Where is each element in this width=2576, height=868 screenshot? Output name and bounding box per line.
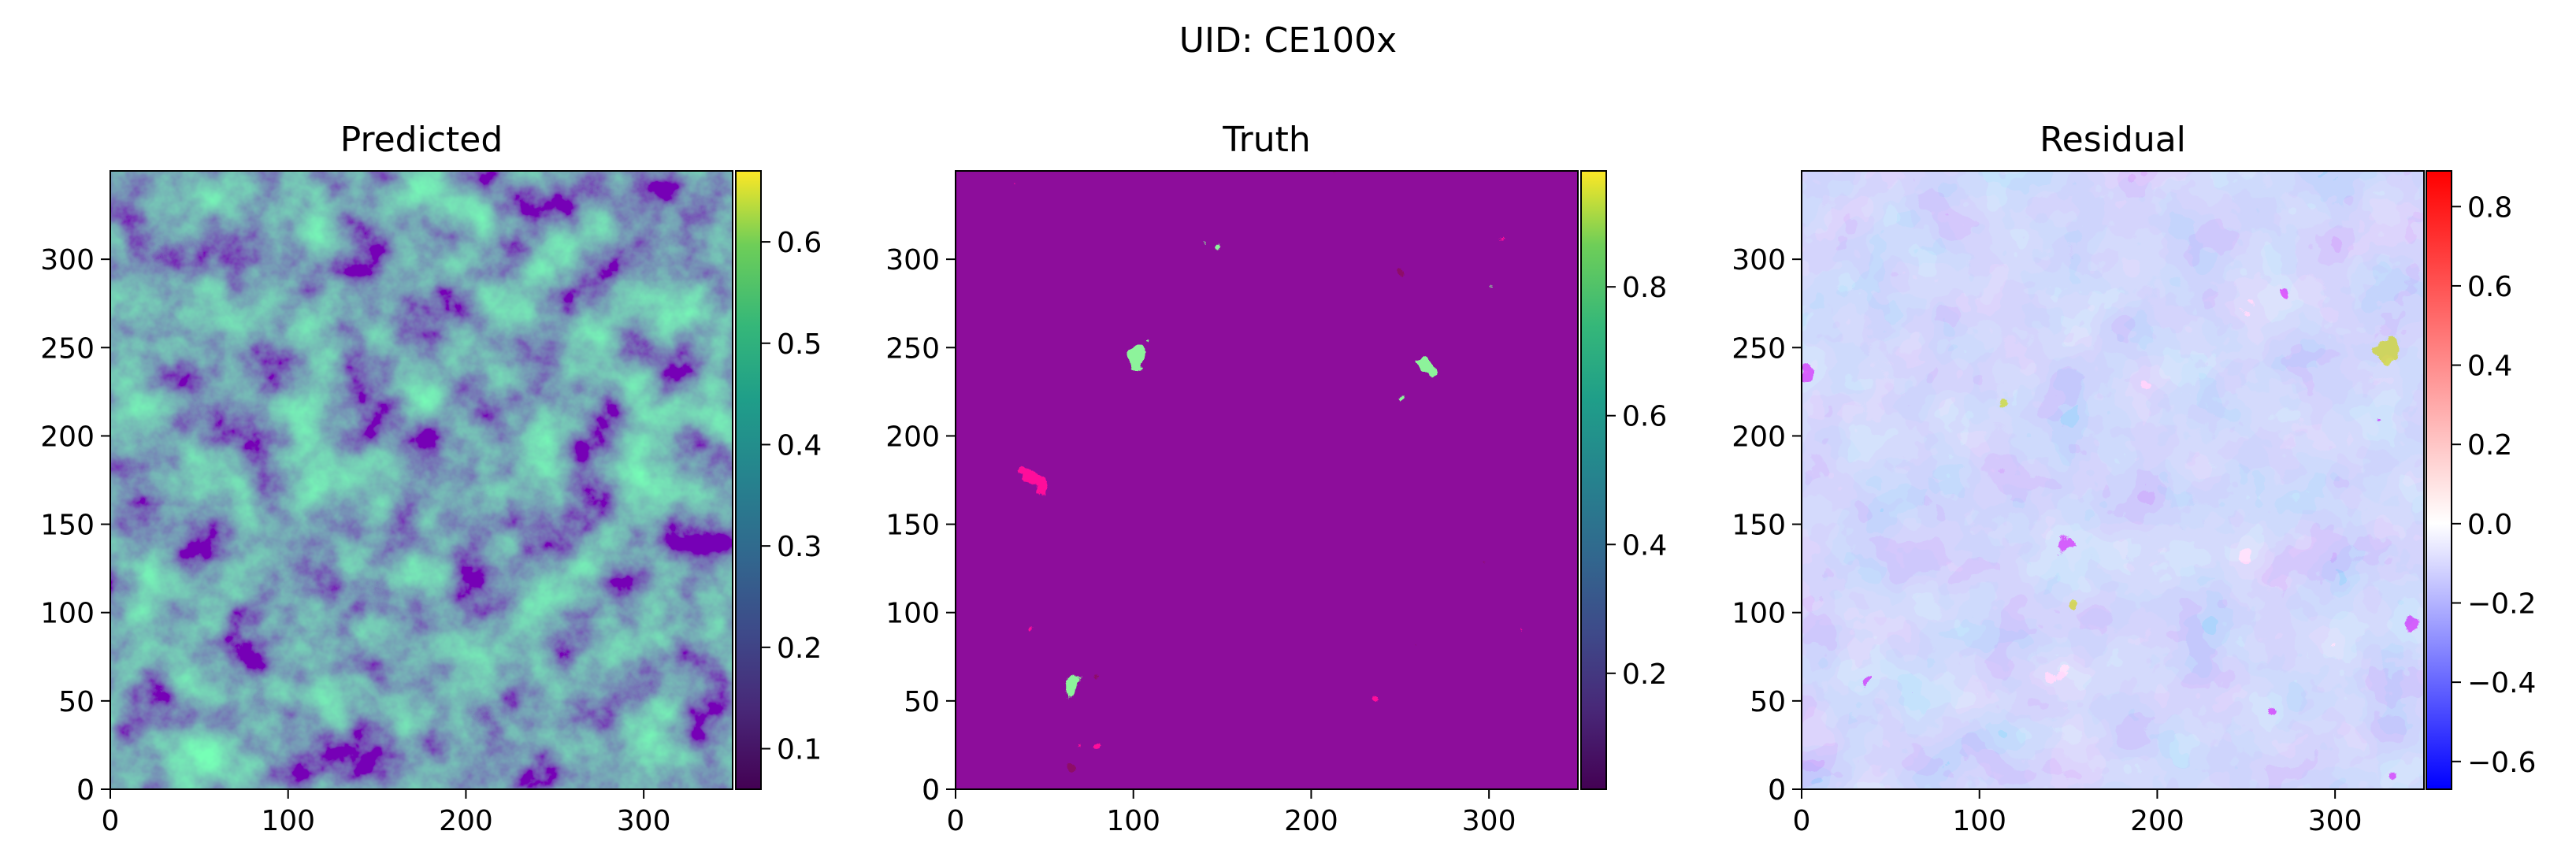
predicted-colorbar-tick-label: 0.3 — [777, 531, 822, 563]
truth-axes-frame — [955, 170, 1579, 790]
predicted-colorbar-tick-label: 0.6 — [777, 227, 822, 259]
residual-xtick-label: 100 — [1952, 805, 2006, 837]
predicted-colorbar — [735, 170, 762, 790]
truth-colorbar-tick-label: 0.6 — [1622, 401, 1667, 433]
truth-xtick-label: 100 — [1106, 805, 1160, 837]
predicted-xtick-label: 0 — [102, 805, 120, 837]
truth-ytick-label: 300 — [885, 244, 940, 276]
predicted-xtick-label: 100 — [261, 805, 315, 837]
truth-colorbar-tick-label: 0.8 — [1622, 272, 1667, 304]
residual-xtick-label: 300 — [2308, 805, 2363, 837]
truth-xtick-label: 200 — [1284, 805, 1338, 837]
residual-title: Residual — [2040, 120, 2186, 160]
truth-ytick-label: 50 — [904, 686, 940, 718]
truth-ytick-label: 0 — [922, 774, 940, 807]
predicted-ytick-label: 100 — [40, 598, 95, 630]
predicted-xtick-label: 200 — [439, 805, 493, 837]
predicted-ytick-label: 0 — [76, 774, 95, 807]
truth-ytick-label: 0 — [922, 774, 940, 807]
residual-axes-frame — [1801, 170, 2425, 790]
residual-ytick-label: 150 — [1732, 510, 1786, 542]
predicted-ytick-label: 200 — [40, 421, 95, 453]
suptitle: UID: CE100x — [1179, 20, 1397, 61]
residual-colorbar-tick-label: −0.4 — [2467, 667, 2536, 699]
truth-colorbar-tick-label: 0.2 — [1622, 658, 1667, 691]
residual-colorbar-tick-label: 0.6 — [2467, 271, 2512, 303]
truth-colorbar — [1580, 170, 1607, 790]
residual-colorbar-tick-label: 0.8 — [2467, 191, 2512, 224]
residual-ytick-label: 0 — [1768, 774, 1786, 807]
predicted-ytick-label: 250 — [40, 332, 95, 365]
predicted-colorbar-tick-label: 0.1 — [777, 734, 822, 766]
truth-image — [956, 171, 1578, 789]
truth-colorbar-tick-label: 0.4 — [1622, 529, 1667, 562]
truth-title: Truth — [1222, 120, 1311, 160]
predicted-title: Predicted — [340, 120, 503, 160]
residual-ytick-label: 200 — [1732, 421, 1786, 453]
residual-ytick-label: 250 — [1732, 332, 1786, 365]
residual-ytick-label: 50 — [1750, 686, 1786, 718]
residual-ytick-label: 300 — [1732, 244, 1786, 276]
predicted-ytick-label: 150 — [40, 510, 95, 542]
predicted-xtick-label: 300 — [617, 805, 671, 837]
predicted-ytick-label: 300 — [40, 244, 95, 276]
predicted-ytick-label: 50 — [58, 686, 95, 718]
residual-colorbar-tick-label: 0.0 — [2467, 509, 2512, 541]
truth-ytick-label: 200 — [885, 421, 940, 453]
predicted-colorbar-tick-label: 0.5 — [777, 328, 822, 361]
residual-colorbar-tick-label: −0.2 — [2467, 588, 2536, 620]
predicted-colorbar-tick-label: 0.4 — [777, 429, 822, 462]
truth-ytick-label: 150 — [885, 510, 940, 542]
predicted-image — [110, 171, 733, 789]
residual-image — [1802, 171, 2424, 789]
residual-ytick-label: 100 — [1732, 598, 1786, 630]
predicted-colorbar-tick-label: 0.2 — [777, 632, 822, 665]
predicted-ytick-label: 0 — [76, 774, 95, 807]
residual-colorbar-tick-label: 0.4 — [2467, 351, 2512, 383]
residual-colorbar — [2426, 170, 2452, 790]
truth-ytick-label: 100 — [885, 598, 940, 630]
truth-xtick-label: 300 — [1462, 805, 1516, 837]
truth-xtick-label: 0 — [947, 805, 965, 837]
residual-xtick-label: 0 — [1793, 805, 1811, 837]
residual-colorbar-tick-label: 0.2 — [2467, 429, 2512, 462]
residual-xtick-label: 200 — [2130, 805, 2184, 837]
residual-colorbar-tick-label: −0.6 — [2467, 747, 2536, 779]
residual-ytick-label: 0 — [1768, 774, 1786, 807]
predicted-axes-frame — [109, 170, 733, 790]
truth-ytick-label: 250 — [885, 332, 940, 365]
